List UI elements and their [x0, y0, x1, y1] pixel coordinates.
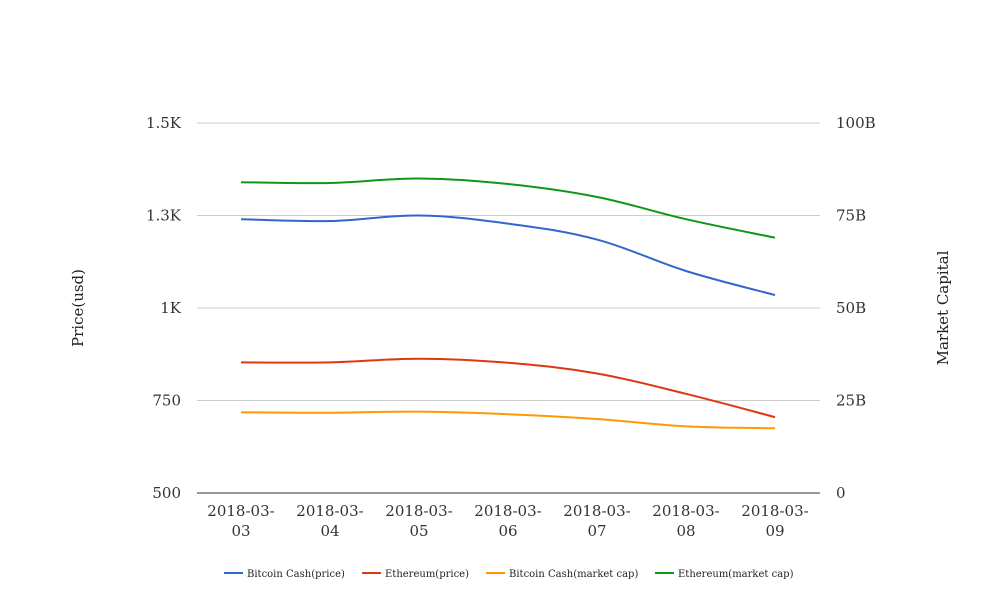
right-tick-label: 25B: [836, 392, 866, 410]
left-tick-label: 750: [152, 392, 181, 410]
series-line-2: [240, 357, 776, 419]
right-tick-label: 0: [836, 484, 846, 502]
legend-item-label: Bitcoin Cash(market cap): [509, 569, 638, 580]
x-tick-label: 2018-03-09: [741, 502, 808, 540]
x-axis-ticks: 2018-03-03 2018-03-04 2018-03-05 2018-03-06…: [207, 502, 808, 540]
right-tick-label: 100B: [836, 114, 876, 132]
left-axis-title: Price(usd): [69, 269, 87, 347]
legend: Bitcoin Cash(price) Ethereum(price) Bitcoi…: [224, 569, 794, 580]
left-tick-label: 1.3K: [146, 207, 182, 225]
x-tick-label: 2018-03-06: [474, 502, 541, 540]
series-line-1: [240, 214, 776, 297]
series-line-4: [240, 177, 776, 239]
legend-item-label: Bitcoin Cash(price): [247, 569, 345, 580]
x-tick-label: 2018-03-08: [652, 502, 719, 540]
right-tick-label: 50B: [836, 299, 866, 317]
right-axis-ticks: 0 25B 50B 75B 100B: [836, 114, 876, 502]
x-tick-label: 2018-03-03: [207, 502, 274, 540]
right-axis-title: Market Capital: [934, 250, 952, 365]
left-tick-label: 1K: [160, 299, 182, 317]
x-tick-label: 2018-03-05: [385, 502, 452, 540]
x-tick-label: 2018-03-07: [563, 502, 630, 540]
legend-item-label: Ethereum(market cap): [678, 569, 794, 580]
left-axis-ticks: 500 750 1K 1.3K 1.5K: [146, 114, 182, 502]
series-line-3: [240, 410, 776, 430]
right-tick-label: 75B: [836, 207, 866, 225]
left-tick-label: 500: [152, 484, 181, 502]
gridlines: [197, 122, 820, 401]
series-lines: [240, 177, 776, 430]
x-tick-label: 2018-03-04: [296, 502, 363, 540]
legend-item-label: Ethereum(price): [385, 569, 469, 580]
left-tick-label: 1.5K: [146, 114, 182, 132]
